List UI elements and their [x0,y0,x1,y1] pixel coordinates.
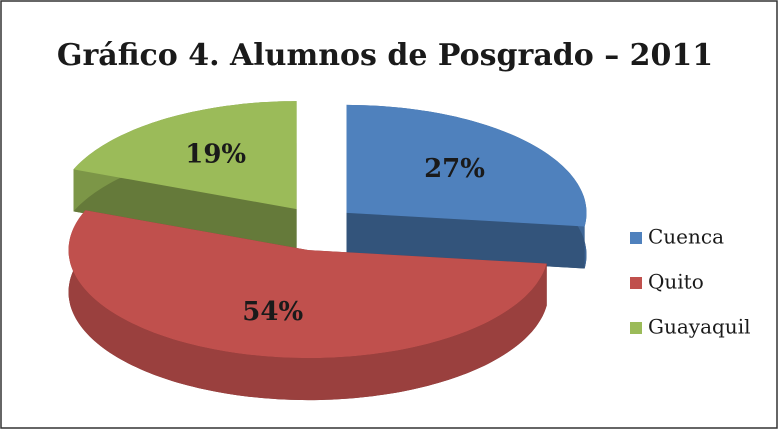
chart-title: Gráfico 4. Alumnos de Posgrado – 2011 [57,38,713,73]
legend-label: Quito [648,270,704,294]
slice-edge [68,210,547,401]
legend-swatch [630,232,642,244]
slice-top [73,101,297,210]
legend-swatch [630,277,642,289]
legend-swatch [630,322,642,334]
data-label: 19% [185,140,246,170]
slice-top [68,210,547,359]
slice-top [346,104,587,227]
pie-slice: 27% [346,104,587,269]
legend-label: Cuenca [648,225,724,249]
slice-side [73,169,297,252]
slice-side [346,212,585,269]
pie-slice: 19% [73,101,297,252]
data-label: 54% [242,297,303,327]
data-label: 27% [424,154,485,184]
pie-slice: 54% [68,210,547,401]
legend-label: Guayaquil [648,315,750,339]
